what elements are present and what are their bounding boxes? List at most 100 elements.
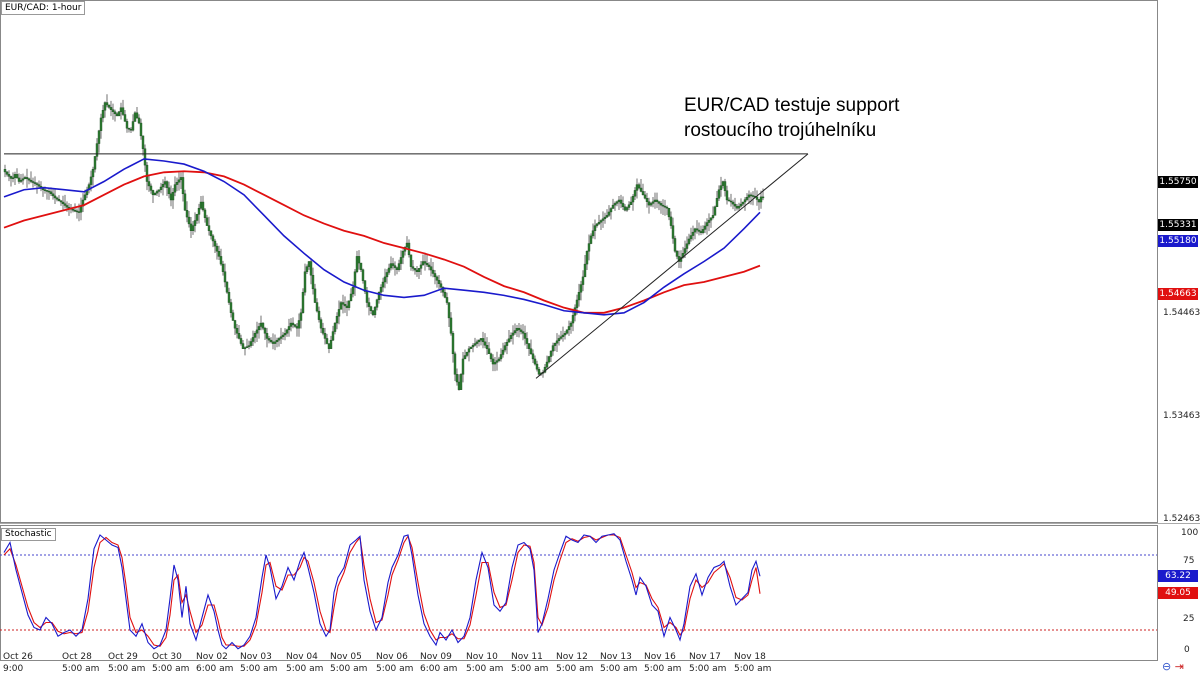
- x-time-label: 5:00 am: [62, 664, 100, 674]
- x-time-label: 5:00 am: [734, 664, 772, 674]
- candle-body: [105, 102, 109, 106]
- candle-body: [181, 177, 185, 195]
- link-icon[interactable]: ⊖: [1162, 660, 1172, 673]
- candle-body: [127, 127, 131, 130]
- candle-body: [531, 353, 535, 360]
- candle-body: [205, 217, 209, 226]
- candle-body: [285, 329, 289, 334]
- candle-body: [495, 360, 499, 363]
- candle-body: [139, 122, 143, 137]
- candle-body: [275, 339, 279, 343]
- candle-body: [721, 181, 725, 186]
- stoch-d-tag: 49.05: [1158, 587, 1198, 599]
- candle-body: [337, 309, 341, 317]
- candle-body: [645, 198, 649, 202]
- candle-body: [161, 184, 165, 188]
- candle-body: [473, 343, 477, 346]
- candle-body: [155, 191, 159, 194]
- candle-body: [141, 135, 145, 149]
- candle-body: [175, 182, 179, 185]
- candle-body: [31, 181, 35, 183]
- candle-body: [751, 195, 755, 197]
- candle-body: [255, 329, 259, 334]
- candle-body: [391, 263, 395, 266]
- candle-body: [293, 324, 297, 327]
- candle-body: [425, 263, 429, 266]
- candle-body: [585, 251, 589, 265]
- candle-body: [557, 338, 561, 342]
- candle-body: [83, 194, 87, 201]
- candle-body: [675, 251, 679, 257]
- candle-body: [433, 273, 437, 278]
- candle-body: [245, 346, 249, 348]
- candle-body: [691, 231, 695, 236]
- chart-tools[interactable]: ⊖ ⇥: [1162, 660, 1184, 673]
- candle-body: [687, 238, 691, 244]
- candle-body: [253, 333, 257, 338]
- candle-body: [477, 339, 481, 343]
- candle-body: [399, 257, 403, 264]
- candle-body: [689, 235, 693, 240]
- candle-body: [603, 216, 607, 219]
- candle-body: [373, 307, 377, 316]
- candle-body: [65, 205, 69, 208]
- candle-body: [755, 196, 759, 200]
- candle-body: [715, 198, 719, 208]
- candle-body: [411, 266, 415, 269]
- candle-body: [349, 293, 353, 302]
- x-time-label: 9:00: [3, 664, 24, 674]
- candle-body: [23, 177, 27, 179]
- candle-body: [521, 331, 525, 334]
- candle-body: [107, 104, 111, 108]
- candle-body: [489, 353, 493, 360]
- candle-body: [711, 215, 715, 218]
- candle-body: [617, 199, 621, 202]
- candle-body: [741, 201, 745, 205]
- candle-body: [401, 251, 405, 258]
- candle-body: [523, 333, 527, 339]
- candle-body: [97, 130, 101, 144]
- candle-body: [571, 315, 575, 324]
- candle-body: [35, 183, 39, 185]
- candle-body: [609, 208, 613, 213]
- x-time-label: 5:00 am: [286, 664, 324, 674]
- ascending-trendline: [535, 153, 809, 379]
- candle-body: [449, 317, 453, 334]
- x-date-label: Oct 30: [152, 652, 182, 662]
- candle-body: [375, 299, 379, 308]
- x-date-label: Nov 13: [600, 652, 632, 662]
- candle-body: [593, 225, 597, 231]
- candle-body: [19, 179, 23, 182]
- candle-body: [555, 340, 559, 344]
- candle-body: [731, 201, 735, 205]
- x-time-label: 6:00 am: [196, 664, 234, 674]
- candle-body: [537, 368, 541, 375]
- candle-body: [229, 302, 233, 313]
- candle-body: [93, 156, 97, 170]
- candle-body: [21, 178, 25, 181]
- candle-body: [299, 312, 303, 321]
- candle-body: [251, 337, 255, 342]
- candle-body: [517, 327, 521, 331]
- candle-body: [595, 223, 599, 226]
- candle-body: [661, 204, 665, 207]
- candle-body: [393, 265, 397, 268]
- candle-body: [683, 248, 687, 254]
- candle-body: [191, 225, 195, 231]
- blue-ma-price-tag: 1.55180: [1158, 235, 1198, 247]
- candle-body: [197, 207, 201, 215]
- candle-body: [133, 112, 137, 122]
- candle-body: [159, 186, 163, 190]
- candle-body: [499, 354, 503, 360]
- candle-body: [219, 256, 223, 265]
- candle-body: [195, 214, 199, 221]
- candle-body: [289, 322, 293, 327]
- candle-body: [369, 306, 373, 311]
- candle-body: [621, 203, 625, 208]
- stoch-tick-label: 100: [1181, 528, 1199, 538]
- candle-body: [759, 196, 763, 203]
- annotation-line-1: EUR/CAD testuje support: [684, 95, 900, 116]
- candle-body: [53, 195, 57, 199]
- candle-body: [137, 117, 141, 124]
- arrow-right-icon[interactable]: ⇥: [1174, 660, 1184, 673]
